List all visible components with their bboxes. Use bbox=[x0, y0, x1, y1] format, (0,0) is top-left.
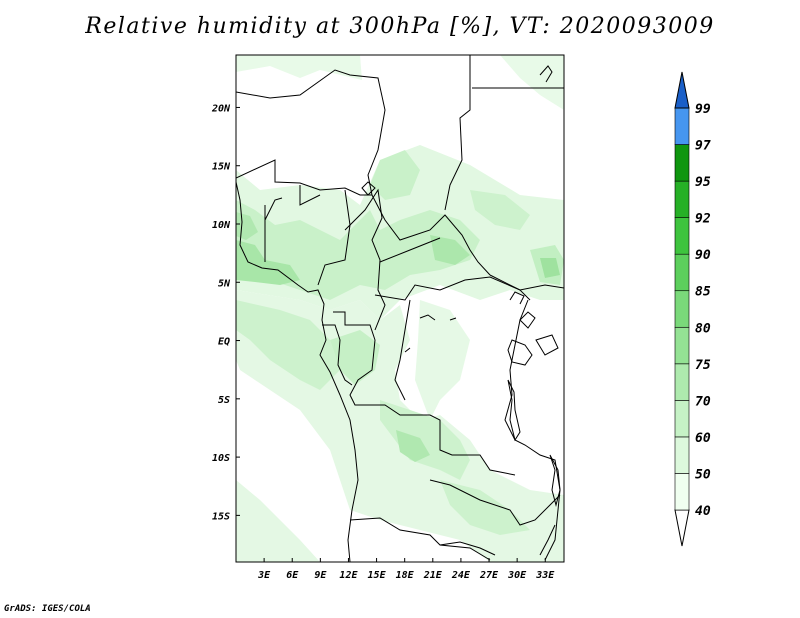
colorbar-level-label: 50 bbox=[695, 467, 711, 482]
border-gabon bbox=[322, 324, 353, 386]
lon-tick-label: 18E bbox=[396, 570, 415, 581]
colorbar-segment bbox=[674, 326, 690, 365]
lon-tick-label: 12E bbox=[339, 570, 358, 581]
lon-tick-label: 6E bbox=[286, 570, 299, 581]
colorbar-level-label: 40 bbox=[695, 504, 711, 519]
colorbar-level-label: 70 bbox=[695, 394, 711, 409]
border-mali-niger bbox=[236, 159, 372, 196]
longitude-ticks: 3E 6E 9E 12E 15E 18E 21E 24E 27E 30E 33E bbox=[257, 558, 555, 581]
humidity-contour-60 bbox=[440, 480, 530, 535]
humidity-field bbox=[236, 55, 564, 562]
border-nigeria-cameroon bbox=[344, 188, 386, 331]
humidity-contour-60 bbox=[236, 300, 340, 390]
chart-title: Relative humidity at 300hPa [%], VT: 202… bbox=[85, 14, 715, 39]
lat-tick-label: EQ bbox=[218, 337, 230, 348]
colorbar-segment bbox=[674, 144, 690, 182]
lon-tick-label: 27E bbox=[479, 570, 499, 581]
river-nile bbox=[539, 65, 553, 83]
colorbar-segment bbox=[674, 400, 690, 438]
lat-tick-label: 10S bbox=[212, 453, 230, 464]
grads-credit: GrADS: IGES/COLA bbox=[4, 604, 91, 614]
colorbar-segment bbox=[674, 107, 690, 145]
border-chad-sudan bbox=[371, 194, 491, 276]
humidity-contour-40 bbox=[236, 480, 320, 562]
lake-albert bbox=[519, 311, 536, 329]
colorbar-segment bbox=[674, 436, 690, 474]
colorbar-segment bbox=[674, 217, 690, 255]
lat-tick-label: 15S bbox=[212, 511, 230, 522]
colorbar-over-arrow bbox=[674, 71, 690, 109]
lon-tick-label: 15E bbox=[368, 570, 387, 581]
humidity-contour-60 bbox=[380, 400, 470, 480]
country-boundaries bbox=[236, 55, 564, 562]
coast-east-patches bbox=[404, 291, 525, 353]
lake-victoria bbox=[507, 339, 533, 366]
border-drc-congo bbox=[333, 311, 516, 476]
border-southern bbox=[439, 524, 556, 556]
colorbar-segment bbox=[674, 290, 690, 328]
humidity-contour-75 bbox=[236, 240, 300, 285]
colorbar-level-label: 75 bbox=[695, 358, 711, 373]
colorbar-level-label: 92 bbox=[695, 212, 711, 227]
lake-malawi bbox=[549, 454, 561, 507]
lat-tick-label: 5S bbox=[218, 395, 230, 406]
colorbar-level-label: 95 bbox=[695, 175, 711, 190]
border-zambia bbox=[429, 479, 561, 526]
latitude-ticks: 20N 15N 10N 5N EQ 5S 10S 15S bbox=[211, 103, 240, 522]
humidity-contour-60 bbox=[330, 330, 380, 385]
lon-tick-label: 9E bbox=[314, 570, 327, 581]
humidity-contour-75 bbox=[430, 235, 470, 265]
lat-tick-label: 10N bbox=[212, 220, 231, 231]
colorbar: 40 50 60 70 75 80 85 90 92 95 97 99 bbox=[674, 71, 711, 547]
colorbar-level-label: 85 bbox=[695, 285, 711, 300]
colorbar-segment bbox=[674, 363, 690, 401]
border-angola-namibia bbox=[349, 517, 491, 561]
lat-tick-label: 15N bbox=[212, 162, 231, 173]
lon-tick-label: 21E bbox=[423, 570, 443, 581]
colorbar-segment bbox=[674, 253, 690, 292]
lake-tanganyika bbox=[507, 379, 521, 442]
humidity-contour-60 bbox=[236, 200, 480, 300]
humidity-contour-40 bbox=[236, 55, 362, 80]
colorbar-level-label: 60 bbox=[695, 431, 711, 446]
colorbar-level-label: 90 bbox=[695, 248, 711, 263]
lake-east bbox=[535, 334, 559, 356]
colorbar-level-label: 99 bbox=[695, 102, 711, 117]
humidity-contour-75 bbox=[396, 430, 430, 462]
colorbar-under-arrow bbox=[674, 509, 690, 547]
colorbar-level-label: 97 bbox=[695, 139, 711, 154]
lake-chad bbox=[361, 181, 376, 196]
border-south-sudan bbox=[489, 274, 564, 291]
lon-tick-label: 3E bbox=[257, 570, 271, 581]
lon-tick-label: 33E bbox=[535, 570, 555, 581]
humidity-contour-60 bbox=[470, 190, 530, 230]
border-libya-egypt bbox=[444, 55, 471, 211]
colorbar-level-label: 80 bbox=[695, 321, 711, 336]
lat-tick-label: 20N bbox=[211, 103, 231, 114]
coastline-west-africa bbox=[236, 181, 359, 562]
border-sahara-north bbox=[236, 69, 386, 196]
map-frame bbox=[235, 54, 565, 563]
humidity-contour-40 bbox=[415, 300, 470, 420]
lon-tick-label: 24E bbox=[451, 570, 471, 581]
humidity-contour-75 bbox=[540, 258, 560, 278]
humidity-contour-40 bbox=[500, 55, 564, 110]
border-drc-east bbox=[394, 299, 411, 401]
colorbar-segment bbox=[674, 180, 690, 218]
lat-tick-label: 5N bbox=[218, 278, 231, 289]
humidity-contour-60 bbox=[370, 150, 420, 200]
lon-tick-label: 30E bbox=[507, 570, 527, 581]
colorbar-segment bbox=[674, 473, 690, 511]
border-nigeria bbox=[264, 185, 351, 286]
